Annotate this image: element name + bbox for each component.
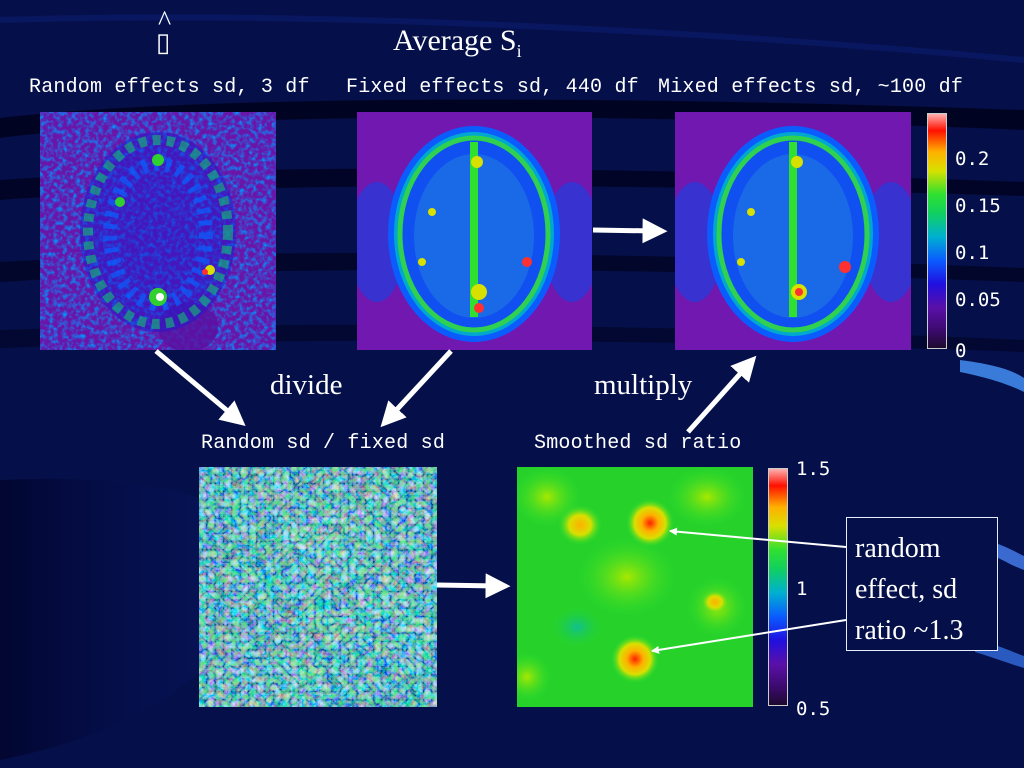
divide-label: divide (270, 369, 343, 401)
arrow-fixed-to-ratio (380, 349, 453, 428)
callout-line-2: effect, sd (855, 574, 958, 605)
top-tick-0.1: 0.1 (955, 242, 990, 264)
bottom-tick-1.5: 1.5 (796, 458, 831, 480)
title-main: Average S (393, 24, 517, 57)
random-effects-sd-map (40, 112, 276, 350)
slide-title: Average Si (393, 24, 522, 62)
arrow-smoothed-to-mixed (686, 355, 757, 434)
title-subscript: i (516, 41, 522, 61)
top-tick-0.15: 0.15 (955, 195, 1001, 217)
arrow-ratio-to-smoothed (436, 573, 511, 599)
top-tick-0.2: 0.2 (955, 148, 990, 170)
label-random-effects-sd: Random effects sd, 3 df (29, 76, 310, 99)
label-mixed-effects-sd: Mixed effects sd, ~100 df (658, 76, 964, 99)
label-smoothed-sd-ratio: Smoothed sd ratio (534, 432, 742, 455)
callout-box: random effect, sd ratio ~1.3 (846, 517, 998, 651)
multiply-label: multiply (594, 369, 693, 401)
callout-line-3: ratio ~1.3 (855, 615, 964, 646)
bottom-colorbar (768, 468, 788, 706)
label-fixed-effects-sd: Fixed effects sd, 440 df (346, 76, 639, 99)
top-tick-0.05: 0.05 (955, 289, 1001, 311)
smoothed-sd-ratio-map (517, 467, 753, 707)
callout-line-1: random (855, 533, 941, 564)
bottom-tick-0.5: 0.5 (796, 698, 831, 720)
leader-line-lower (651, 619, 847, 654)
random-fixed-ratio-map (199, 467, 437, 707)
top-colorbar (927, 113, 947, 349)
fixed-effects-sd-map (357, 112, 592, 350)
arrow-fixed-to-mixed (592, 218, 668, 244)
bottom-tick-1: 1 (796, 578, 808, 600)
hat-glyph: ^ (158, 6, 172, 37)
missing-glyph-icon: ▯ (156, 28, 171, 57)
mixed-effects-sd-map (675, 112, 911, 350)
leader-line-upper (669, 527, 847, 548)
arrow-random-to-ratio (154, 349, 246, 427)
top-tick-0: 0 (955, 340, 967, 362)
label-random-fixed-ratio: Random sd / fixed sd (201, 432, 446, 455)
